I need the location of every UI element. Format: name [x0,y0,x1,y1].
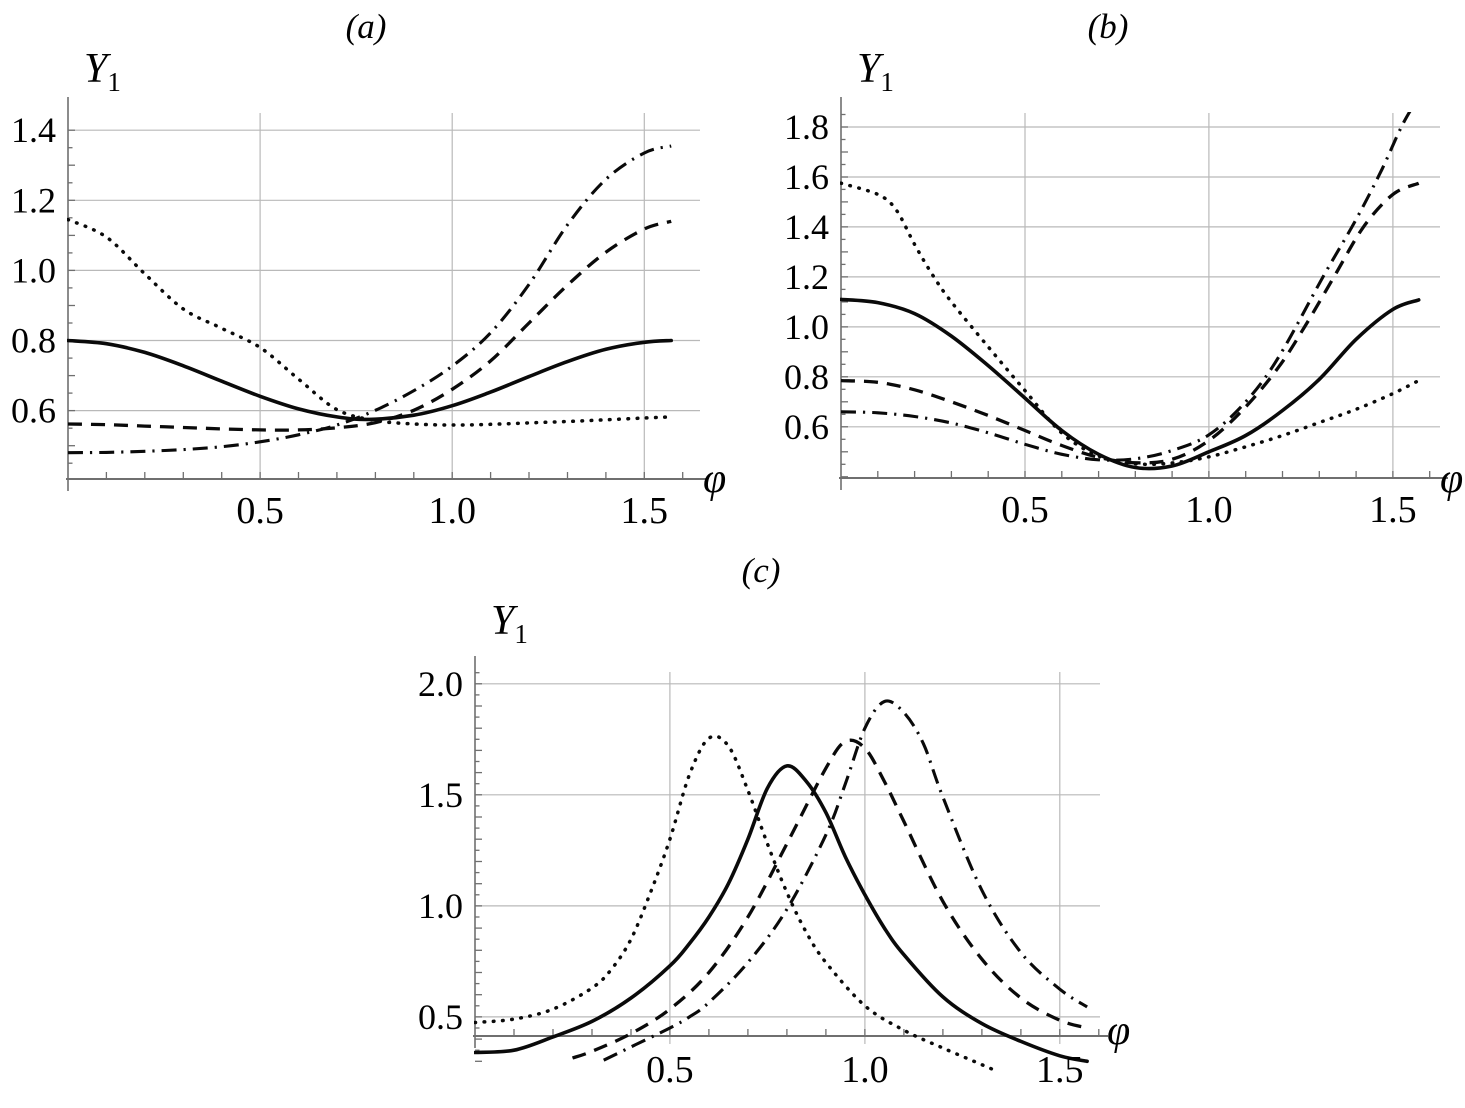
dashed-curve [571,738,1088,1060]
dotted-curve [67,217,673,427]
solid-curve [67,338,673,422]
plot-b-y-axis-label-sub: 1 [880,67,894,97]
plot-a-title: (a) [345,7,387,46]
x-tick-label: 1.5 [1369,489,1417,531]
x-tick-label: 1.5 [1036,1049,1084,1091]
y-tick-label: 0.6 [11,391,56,431]
y-tick-label: 1.2 [11,180,56,220]
y-tick-label: 1.4 [11,110,56,150]
y-tick-labels: 0.6 0.8 1.0 1.2 1.4 [11,110,56,430]
plot-b-title: (b) [1087,7,1129,46]
plot-a-y-axis-label: Y1 [84,48,121,96]
y-tick-labels: 0.6 0.8 1.0 1.2 1.4 1.6 1.8 [784,107,829,447]
x-tick-labels: 0.5 1.0 1.5 [646,1049,1083,1091]
axes [66,97,708,491]
y-tick-label: 1.8 [784,107,829,147]
tick-marks [68,129,684,479]
x-tick-label: 1.5 [621,490,669,532]
y-tick-labels: 0.5 1.0 1.5 2.0 [418,664,463,1037]
dash-dot-curve [603,699,1088,1062]
axes [473,656,1108,1048]
curves [840,112,1421,471]
dotted-curve [474,734,996,1072]
y-tick-label: 1.0 [418,886,463,926]
y-tick-label: 0.6 [784,407,829,447]
y-tick-label: 1.0 [784,307,829,347]
plot-a: 0.5 1.0 1.5 0.6 0.8 1.0 1.2 1.4 [11,97,708,532]
x-tick-label: 0.5 [236,490,284,532]
x-tick-labels: 0.5 1.0 1.5 [236,490,668,532]
gridlines [475,672,1100,1044]
gridlines [68,113,700,479]
y-tick-label: 1.2 [784,257,829,297]
tick-marks [841,113,1431,478]
dashed-curve [840,181,1420,465]
y-tick-label: 1.0 [11,250,56,290]
plot-c-y-axis-label-sub: 1 [514,619,528,649]
x-tick-label: 1.0 [1185,489,1233,531]
y-tick-label: 2.0 [418,664,463,704]
y-tick-label: 1.4 [784,207,829,247]
x-tick-label: 0.5 [1001,489,1049,531]
x-tick-labels: 0.5 1.0 1.5 [1001,489,1416,531]
solid-curve [840,297,1421,471]
axes [839,97,1448,490]
x-tick-label: 0.5 [646,1049,694,1091]
plot-b-x-axis-label: φ [1440,456,1464,502]
x-tick-label: 1.0 [841,1049,889,1091]
dash-dot-curve [840,112,1412,462]
curves [67,144,673,455]
plot-c-x-axis-label: φ [1107,1008,1131,1054]
plot-a-x-axis-label: φ [703,456,727,502]
plot-c-y-axis-label-base: Y [491,598,515,644]
plot-c-y-axis-label: Y1 [491,600,528,648]
y-tick-label: 1.5 [418,775,463,815]
plot-c: 0.5 1.0 1.5 0.5 1.0 1.5 2.0 [418,656,1108,1091]
y-tick-label: 0.8 [11,321,56,361]
y-tick-label: 1.6 [784,157,829,197]
curves [474,699,1089,1072]
solid-curve [474,764,1089,1064]
y-tick-label: 0.8 [784,357,829,397]
plot-b: 0.5 1.0 1.5 0.6 0.8 1.0 1.2 1.4 1.6 1.8 [784,97,1448,531]
dash-dot-curve [67,144,672,455]
gridlines [841,113,1440,478]
tick-marks [475,672,1100,1062]
y-tick-label: 0.5 [418,997,463,1037]
plot-a-y-axis-label-base: Y [84,46,108,92]
plot-c-title: (c) [741,551,781,590]
x-tick-label: 1.0 [428,490,476,532]
plot-a-y-axis-label-sub: 1 [107,67,121,97]
dashed-curve [67,219,672,432]
dotted-curve [840,181,1421,467]
plot-b-y-axis-label: Y1 [857,48,894,96]
plot-b-y-axis-label-base: Y [857,46,881,92]
